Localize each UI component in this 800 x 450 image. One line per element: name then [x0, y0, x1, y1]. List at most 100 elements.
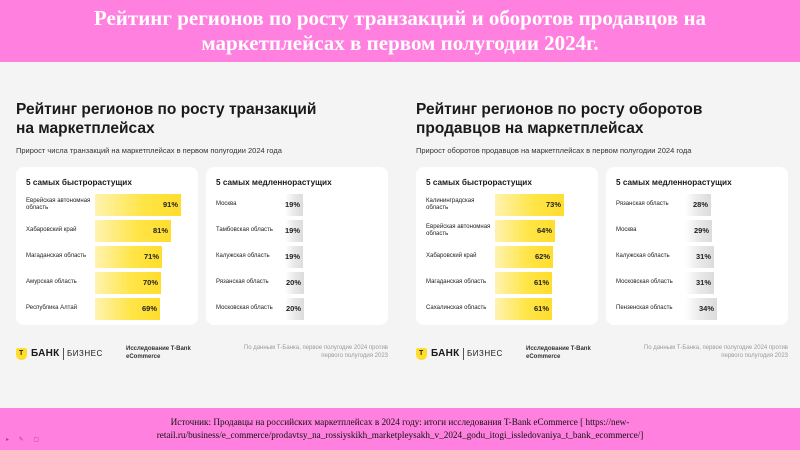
growth-value: 20%: [285, 304, 301, 313]
t-bank-shield-icon: Т: [416, 348, 427, 360]
slow-growing-card: 5 самых медленнорастущих Москва 19% Тамбов…: [206, 167, 388, 325]
source-citation: Источник: Продавцы на российских маркетп…: [156, 417, 644, 440]
growth-value: 61%: [533, 278, 549, 287]
growth-bar: [685, 298, 717, 320]
source-banner: Источник: Продавцы на российских маркетп…: [0, 408, 800, 450]
growth-bar: [95, 246, 162, 268]
growth-value: 64%: [536, 226, 552, 235]
region-label: Магаданская область: [426, 279, 487, 286]
turnover-section: Рейтинг регионов по росту оборотов прода…: [400, 62, 800, 408]
brand-logo: БАНК: [31, 348, 60, 359]
infographic: Рейтинг регионов по росту транзакций на …: [0, 62, 800, 408]
growth-bar: [495, 220, 555, 242]
card-heading: 5 самых быстрорастущих: [26, 178, 132, 187]
bar-row: Еврейская автономная область 91%: [16, 194, 198, 216]
growth-value: 19%: [284, 226, 300, 235]
card-heading: 5 самых медленнорастущих: [616, 178, 732, 187]
growth-value: 81%: [152, 226, 168, 235]
growth-value: 69%: [141, 304, 157, 313]
region-label: Калужская область: [616, 253, 670, 260]
growth-bar: [495, 246, 553, 268]
study-label: Исследование T-Bank eCommerce: [526, 346, 591, 360]
growth-value: 28%: [692, 200, 708, 209]
growth-bar: [285, 246, 303, 268]
growth-value: 19%: [284, 252, 300, 261]
bar-row: Хабаровский край 81%: [16, 220, 198, 242]
growth-bar: [685, 272, 714, 294]
region-label: Пензенская область: [616, 305, 673, 312]
bar-row: Хабаровский край 62%: [416, 246, 598, 268]
section-subtitle: Прирост оборотов продавцов на маркетплей…: [416, 146, 692, 155]
brand-logo: БАНК: [431, 348, 460, 359]
slide-toolbar-icons[interactable]: ▸ ✎ ▢: [6, 437, 44, 443]
region-label: Рязанская область: [216, 279, 269, 286]
growth-bar: [285, 194, 303, 216]
fast-growing-card: 5 самых быстрорастущих Калининградская о…: [416, 167, 598, 325]
bar-row: Сахалинская область 61%: [416, 298, 598, 320]
growth-bar: [495, 272, 552, 294]
region-label: Калининградская область: [426, 197, 475, 212]
data-note: По данным Т-Банка, первое полугодие 2024…: [243, 345, 388, 359]
region-label: Рязанская область: [616, 201, 669, 208]
growth-value: 20%: [285, 278, 301, 287]
bar-row: Республика Алтай 69%: [16, 298, 198, 320]
section-footer: Т БАНК БИЗНЕС Исследование T-Bank eComme…: [0, 344, 400, 364]
region-label: Республика Алтай: [26, 305, 78, 312]
bar-row: Тамбовская область 19%: [206, 220, 388, 242]
region-label: Еврейская автономная область: [426, 223, 491, 238]
region-label: Москва: [616, 227, 637, 234]
growth-bar: [685, 246, 714, 268]
growth-bar: [285, 272, 304, 294]
logo-divider: [63, 348, 64, 360]
growth-value: 70%: [142, 278, 158, 287]
bar-row: Магаданская область 61%: [416, 272, 598, 294]
region-label: Калужская область: [216, 253, 270, 260]
region-label: Московская область: [616, 279, 673, 286]
growth-bar: [285, 220, 303, 242]
bar-row: Амурская область 70%: [16, 272, 198, 294]
growth-bar: [495, 194, 564, 216]
growth-value: 73%: [545, 200, 561, 209]
growth-value: 29%: [693, 226, 709, 235]
study-label: Исследование T-Bank eCommerce: [126, 346, 191, 360]
bar-row: Московская область 31%: [606, 272, 788, 294]
slow-growing-card: 5 самых медленнорастущих Рязанская облас…: [606, 167, 788, 325]
growth-bar: [95, 272, 161, 294]
growth-value: 19%: [284, 200, 300, 209]
t-bank-shield-icon: Т: [16, 348, 27, 360]
bar-row: Москва 19%: [206, 194, 388, 216]
brand-subtitle: БИЗНЕС: [67, 349, 103, 358]
section-title: Рейтинг регионов по росту оборотов прода…: [416, 101, 703, 137]
bar-row: Пензенская область 34%: [606, 298, 788, 320]
section-footer: Т БАНК БИЗНЕС Исследование T-Bank eComme…: [400, 344, 800, 364]
growth-value: 62%: [534, 252, 550, 261]
region-label: Еврейская автономная область: [26, 197, 91, 212]
fast-growing-card: 5 самых быстрорастущих Еврейская автоном…: [16, 167, 198, 325]
growth-bar: [95, 220, 171, 242]
growth-value: 34%: [698, 304, 714, 313]
section-title: Рейтинг регионов по росту транзакций на …: [16, 101, 317, 137]
region-label: Тамбовская область: [216, 227, 273, 234]
region-label: Амурская область: [26, 279, 77, 286]
growth-value: 91%: [162, 200, 178, 209]
transactions-section: Рейтинг регионов по росту транзакций на …: [0, 62, 400, 408]
region-label: Московская область: [216, 305, 273, 312]
bar-row: Рязанская область 20%: [206, 272, 388, 294]
data-note: По данным Т-Банка, первое полугодие 2024…: [643, 345, 788, 359]
logo-divider: [463, 348, 464, 360]
title-banner: Рейтинг регионов по росту транзакций и о…: [0, 0, 800, 62]
growth-bar: [495, 298, 552, 320]
brand-subtitle: БИЗНЕС: [467, 349, 503, 358]
region-label: Магаданская область: [26, 253, 87, 260]
growth-bar: [285, 298, 304, 320]
bar-row: Калужская область 19%: [206, 246, 388, 268]
page-title: Рейтинг регионов по росту транзакций и о…: [93, 6, 707, 55]
growth-value: 71%: [143, 252, 159, 261]
section-subtitle: Прирост числа транзакций на маркетплейса…: [16, 146, 282, 155]
growth-bar: [685, 220, 712, 242]
card-heading: 5 самых быстрорастущих: [426, 178, 532, 187]
region-label: Москва: [216, 201, 237, 208]
growth-bar: [95, 298, 160, 320]
growth-value: 31%: [695, 252, 711, 261]
bar-row: Еврейская автономная область 64%: [416, 220, 598, 242]
